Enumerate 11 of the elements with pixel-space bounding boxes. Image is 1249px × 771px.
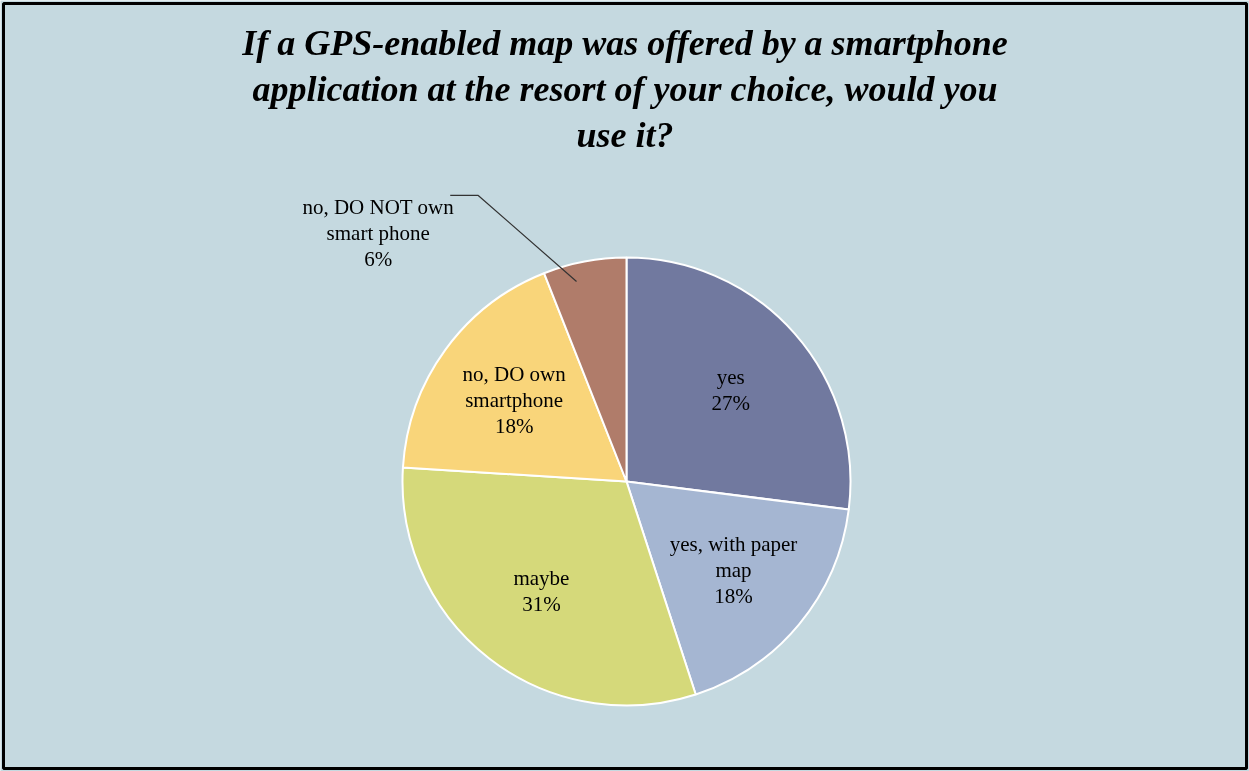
data-label: 6% [364, 247, 393, 272]
chart-title: If a GPS-enabled map was offered by a smartphone application at the resort of your choice, would you use it? [241, 22, 1008, 155]
slice-label: maybe [513, 566, 570, 591]
data-label: 27% [711, 390, 750, 415]
slice-label: yes, with paper map [669, 532, 798, 583]
slice-label: no, DO NOT own smart phone [302, 195, 455, 246]
data-label: 31% [522, 592, 561, 617]
data-label: 18% [714, 584, 753, 609]
slice-label: yes [716, 364, 745, 389]
data-label: 18% [494, 413, 534, 438]
slice-label: no, DO own smartphone [462, 361, 567, 412]
